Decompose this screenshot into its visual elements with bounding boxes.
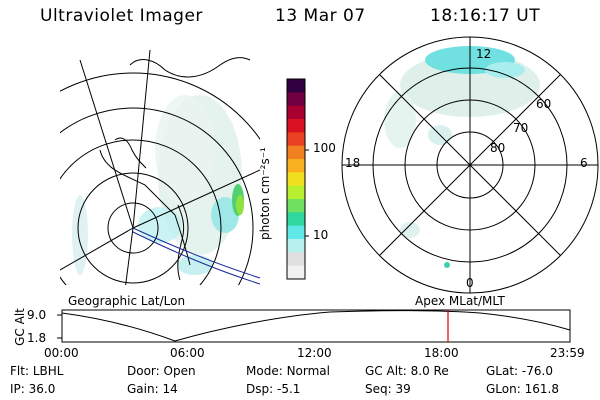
observation-date: 13 Mar 07	[275, 6, 366, 26]
time-tick-0600: 06:00	[170, 346, 205, 360]
time-tick-0000: 00:00	[44, 346, 79, 360]
altitude-tick-1-8: 1.8	[27, 331, 47, 345]
colorbar-segment	[287, 132, 305, 147]
colorbar-segment	[287, 172, 305, 187]
instrument-title: Ultraviolet Imager	[40, 6, 203, 26]
mlt-label-18: 18	[345, 156, 361, 170]
colorbar-segment	[287, 119, 305, 133]
altitude-plot	[57, 309, 571, 343]
ip-label: IP:	[10, 382, 25, 396]
colorbar-segment	[287, 225, 305, 240]
glon-label: GLon:	[486, 382, 521, 396]
mlat-label-70: 70	[513, 121, 529, 135]
colorbar-unit-label: photon cm⁻²s⁻¹	[258, 147, 272, 240]
glon-info: GLon: 161.8	[486, 382, 559, 396]
colorbar-segment	[287, 212, 305, 227]
gc-alt-value: 8.0 Re	[410, 364, 449, 378]
gc-alt-info: GC Alt: 8.0 Re	[365, 364, 449, 378]
time-tick-1200: 12:00	[297, 346, 332, 360]
mode-label: Mode:	[246, 364, 283, 378]
colorbar-segment	[287, 239, 305, 253]
orbit-altitude-curve	[61, 310, 571, 342]
door-info: Door: Open	[127, 364, 196, 378]
glon-value: 161.8	[524, 382, 559, 396]
colorbar-segment	[287, 265, 305, 280]
colorbar-segment	[287, 185, 305, 200]
colorbar-tick-100: 100	[313, 141, 336, 155]
polar-plot	[341, 36, 599, 294]
altitude-axis-label: GC Alt	[13, 308, 27, 346]
observation-time: 18:16:17 UT	[430, 6, 541, 26]
glat-info: GLat: -76.0	[486, 364, 553, 378]
auroral-emission-left	[72, 95, 244, 275]
colorbar-frame	[286, 78, 306, 280]
seq-value: 39	[395, 382, 411, 396]
geographic-map	[60, 49, 260, 285]
ip-info: IP: 36.0	[10, 382, 55, 396]
gc-alt-label: GC Alt:	[365, 364, 407, 378]
mlt-label-12: 12	[476, 47, 492, 61]
time-tick-1800: 18:00	[424, 346, 459, 360]
colorbar-segment	[287, 79, 305, 93]
colorbar-segment	[287, 105, 305, 120]
mlat-label-80: 80	[490, 141, 506, 155]
glat-label: GLat:	[486, 364, 519, 378]
colorbar-segment	[287, 92, 305, 107]
glat-value: -76.0	[521, 364, 553, 378]
mode-value: Normal	[286, 364, 330, 378]
altitude-tick-9: 9.0	[27, 308, 47, 322]
door-value: Open	[163, 364, 196, 378]
gain-label: Gain:	[127, 382, 159, 396]
seq-info: Seq: 39	[365, 382, 411, 396]
colorbar-segment	[287, 252, 305, 267]
colorbar	[286, 78, 309, 280]
dsp-label: Dsp:	[246, 382, 274, 396]
altitude-plot-frame	[61, 309, 571, 343]
colorbar-segment	[287, 145, 305, 160]
dsp-info: Dsp: -5.1	[246, 382, 300, 396]
time-tick-2359: 23:59	[550, 346, 585, 360]
geographic-label: Geographic Lat/Lon	[68, 294, 186, 308]
filter-value: LBHL	[32, 364, 64, 378]
colorbar-tick-10: 10	[313, 228, 329, 242]
mode-info: Mode: Normal	[246, 364, 330, 378]
mlt-label-0: 0	[466, 276, 474, 290]
mlt-label-6: 6	[580, 156, 588, 170]
gain-value: 14	[162, 382, 178, 396]
seq-label: Seq:	[365, 382, 392, 396]
mlat-label-60: 60	[536, 97, 552, 111]
door-label: Door:	[127, 364, 160, 378]
colorbar-segment	[287, 159, 305, 173]
gain-info: Gain: 14	[127, 382, 178, 396]
apex-label: Apex MLat/MLT	[415, 294, 505, 308]
ip-value: 36.0	[28, 382, 56, 396]
dsp-value: -5.1	[276, 382, 301, 396]
filter-label: Flt:	[10, 364, 29, 378]
colorbar-segment	[287, 199, 305, 213]
filter-info: Flt: LBHL	[10, 364, 63, 378]
